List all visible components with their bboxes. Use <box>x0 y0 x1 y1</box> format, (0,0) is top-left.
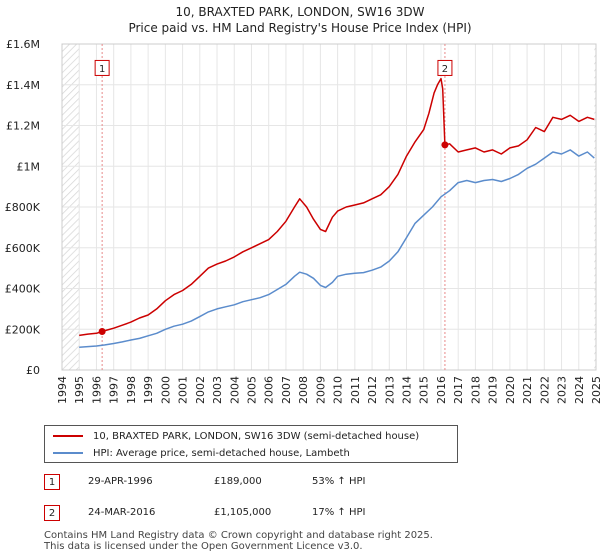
x-tick-label: 2023 <box>556 376 569 404</box>
x-tick-label: 2018 <box>469 376 482 404</box>
sale-marker-label: 1 <box>99 64 105 75</box>
x-tick-label: 2024 <box>573 376 586 404</box>
legend-label-property: 10, BRAXTED PARK, LONDON, SW16 3DW (semi… <box>93 430 420 442</box>
sale-marker-box <box>437 59 453 76</box>
x-tick-label: 2006 <box>263 376 276 404</box>
x-tick-label: 2020 <box>504 376 517 404</box>
x-tick-label: 2000 <box>159 376 172 404</box>
x-tick-label: 2022 <box>538 376 551 404</box>
legend-item-hpi: HPI: Average price, semi-detached house,… <box>53 445 350 461</box>
sale-point <box>441 141 449 149</box>
transaction-hpi-change: 53% ↑ HPI <box>312 476 366 487</box>
y-tick-label: £0 <box>26 364 40 377</box>
hpi-line <box>79 149 595 348</box>
footer-notice: Contains HM Land Registry data © Crown c… <box>44 530 433 552</box>
y-tick-label: £1M <box>17 160 41 173</box>
x-tick-label: 2015 <box>418 376 431 404</box>
legend-item-property: 10, BRAXTED PARK, LONDON, SW16 3DW (semi… <box>53 428 419 444</box>
plot-frame <box>61 43 597 371</box>
transaction-price: £189,000 <box>214 476 262 487</box>
y-tick-label: £600K <box>5 242 41 255</box>
transaction-number-badge: 1 <box>44 474 60 490</box>
transaction-number-badge: 2 <box>44 505 60 521</box>
legend-line-property <box>53 435 83 437</box>
x-tick-label: 1994 <box>56 376 69 404</box>
transaction-price: £1,105,000 <box>214 507 272 518</box>
x-tick-label: 2017 <box>452 376 465 404</box>
x-tick-label: 2025 <box>590 376 600 404</box>
x-tick-label: 2009 <box>314 376 327 404</box>
x-tick-label: 2021 <box>521 376 534 404</box>
transaction-date: 24-MAR-2016 <box>88 507 156 518</box>
x-tick-label: 1999 <box>142 376 155 404</box>
x-tick-label: 2013 <box>383 376 396 404</box>
x-tick-label: 2007 <box>280 376 293 404</box>
x-tick-label: 1996 <box>90 376 103 404</box>
x-tick-label: 2011 <box>349 376 362 404</box>
footer-line-1: Contains HM Land Registry data © Crown c… <box>44 530 433 541</box>
chart-subtitle: Price paid vs. HM Land Registry's House … <box>128 21 471 35</box>
chart-title: 10, BRAXTED PARK, LONDON, SW16 3DW <box>176 5 425 19</box>
price-chart: 10, BRAXTED PARK, LONDON, SW16 3DW Price… <box>5 5 600 404</box>
legend: 10, BRAXTED PARK, LONDON, SW16 3DW (semi… <box>44 425 458 463</box>
x-tick-label: 2012 <box>366 376 379 404</box>
y-tick-label: £800K <box>5 201 41 214</box>
x-tick-label: 2003 <box>211 376 224 404</box>
x-tick-label: 2019 <box>487 376 500 404</box>
x-tick-label: 2002 <box>194 376 207 404</box>
x-tick-label: 2005 <box>245 376 258 404</box>
x-tick-label: 1997 <box>108 376 121 404</box>
y-tick-label: £1.2M <box>6 120 40 133</box>
y-tick-label: £200K <box>5 323 41 336</box>
y-tick-label: £400K <box>5 283 41 296</box>
transaction-hpi-change: 17% ↑ HPI <box>312 507 366 518</box>
sale-marker-label: 2 <box>442 64 448 75</box>
y-tick-label: £1.6M <box>6 38 40 51</box>
legend-label-hpi: HPI: Average price, semi-detached house,… <box>93 447 350 459</box>
x-tick-label: 2016 <box>435 376 448 404</box>
property-price-line <box>79 77 595 337</box>
legend-line-hpi <box>53 452 83 454</box>
x-tick-label: 2008 <box>297 376 310 404</box>
x-tick-label: 1995 <box>73 376 86 404</box>
footer-line-2: This data is licensed under the Open Gov… <box>44 541 363 552</box>
sale-marker-box <box>94 59 110 76</box>
x-tick-label: 2001 <box>177 376 190 404</box>
y-tick-label: £1.4M <box>6 79 40 92</box>
sale-point <box>98 327 106 335</box>
x-tick-label: 1998 <box>125 376 138 404</box>
x-tick-label: 2004 <box>228 376 241 404</box>
x-tick-label: 2010 <box>332 376 345 404</box>
transaction-date: 29-APR-1996 <box>88 476 153 487</box>
x-tick-label: 2014 <box>401 376 414 404</box>
